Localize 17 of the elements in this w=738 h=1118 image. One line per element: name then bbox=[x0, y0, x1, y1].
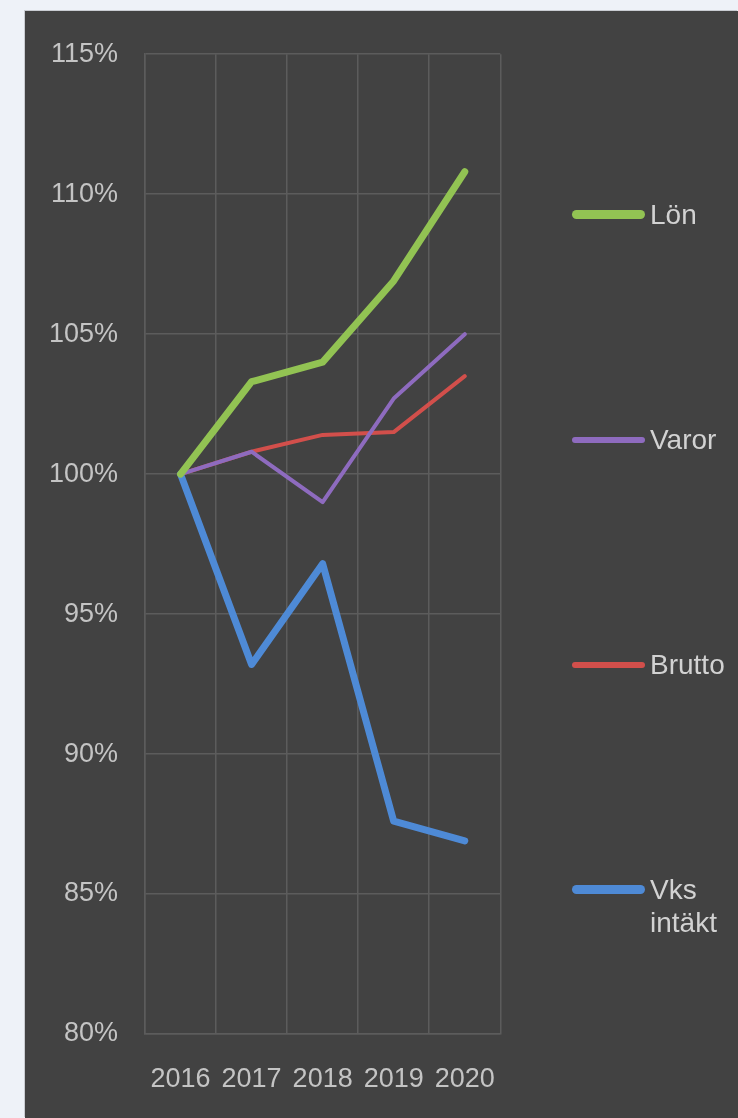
y-tick-label: 90% bbox=[63, 737, 118, 768]
legend-label: Vks intäkt bbox=[650, 873, 718, 939]
y-tick-label: 95% bbox=[63, 597, 118, 628]
y-tick-label: 85% bbox=[63, 877, 118, 908]
legend-label: Varor bbox=[650, 423, 718, 456]
y-tick-label: 110% bbox=[50, 177, 118, 208]
x-tick-label: 2019 bbox=[363, 1062, 424, 1093]
y-tick-label: 100% bbox=[48, 457, 118, 488]
y-tick-label: 115% bbox=[50, 37, 118, 68]
x-tick-label: 2018 bbox=[292, 1062, 353, 1093]
x-tick-label: 2020 bbox=[434, 1062, 495, 1093]
x-tick-label: 2017 bbox=[221, 1062, 282, 1093]
y-tick-label: 80% bbox=[63, 1017, 118, 1048]
y-tick-label: 105% bbox=[48, 317, 118, 348]
legend-label: Lön bbox=[650, 198, 698, 231]
legend-label: Brutto bbox=[650, 648, 726, 681]
x-tick-label: 2016 bbox=[150, 1062, 211, 1093]
